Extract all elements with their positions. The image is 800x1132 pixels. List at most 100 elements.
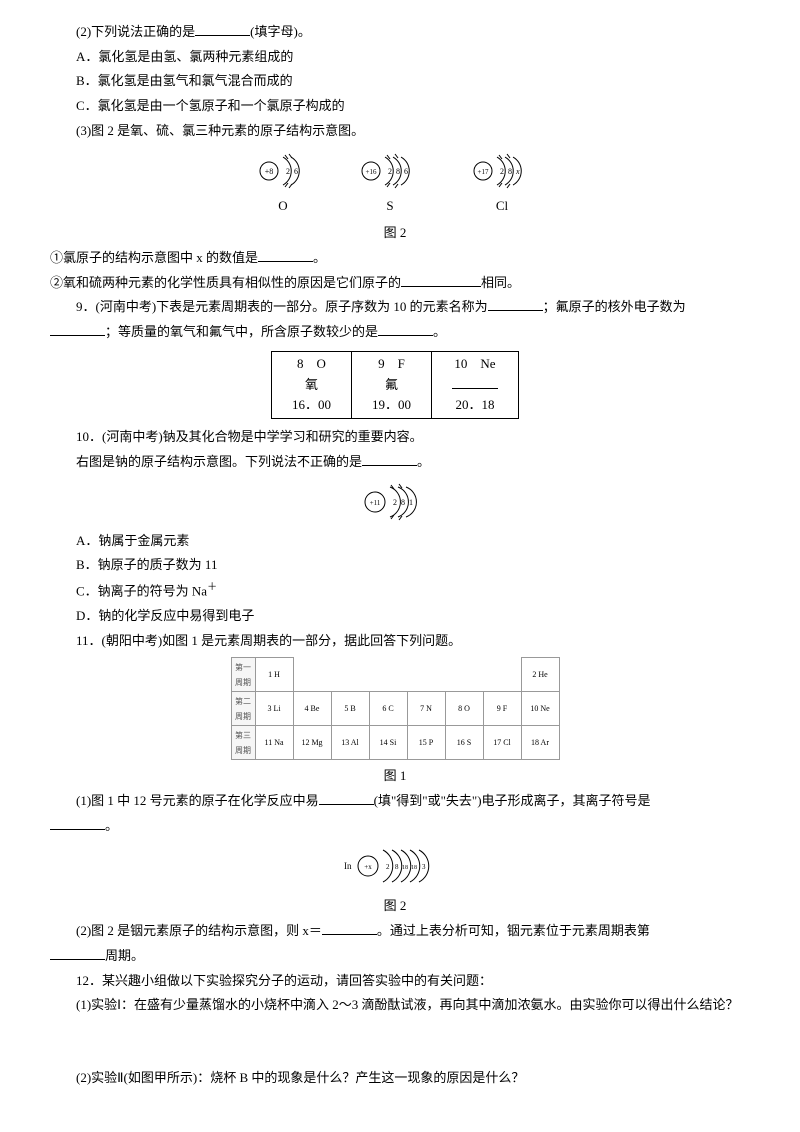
q11-p2-cont: 周期。: [50, 944, 740, 969]
text: 。: [417, 454, 430, 469]
svg-text:8: 8: [401, 498, 405, 507]
table-row: 第二周期 3 Li 4 Be 5 B 6 C 7 N 8 O 9 F 10 Ne: [231, 692, 559, 726]
blank[interactable]: [50, 946, 105, 960]
q8-optA: A．氯化氢是由氢、氯两种元素组成的: [50, 45, 740, 70]
table-row: 8O 氧 16．00 9F 氟 19．00 10Ne 20．18: [271, 351, 518, 419]
text: 周期。: [105, 948, 144, 963]
pt-cell: 17 Cl: [483, 726, 521, 760]
pt-cell: 6 C: [369, 692, 407, 726]
q11-lead: 11．(朝阳中考)如图 1 是元素周期表的一部分，据此回答下列问题。: [50, 629, 740, 654]
sym: Ne: [480, 356, 495, 371]
q10-optC: C．钠离子的符号为 Na＋: [50, 578, 740, 604]
blank[interactable]: [488, 297, 543, 311]
svg-text:1: 1: [409, 498, 413, 507]
blank[interactable]: [319, 791, 374, 805]
q11-p1-cont: 。: [50, 814, 740, 839]
svg-text:18: 18: [411, 865, 417, 871]
q10-optA: A．钠属于金属元素: [50, 529, 740, 554]
q10-optB: B．钠原子的质子数为 11: [50, 553, 740, 578]
sym: F: [398, 356, 405, 371]
text: (2)图 2 是铟元素原子的结构示意图，则 x＝: [76, 923, 322, 938]
svg-text:2: 2: [386, 863, 390, 871]
table-row: 第一周期 1 H 2 He: [231, 658, 559, 692]
blank[interactable]: [378, 322, 433, 336]
num: 8: [297, 356, 304, 371]
svg-text:+8: +8: [265, 167, 274, 176]
blank[interactable]: [50, 322, 105, 336]
atom-o-col: +8 2 6 O: [255, 151, 311, 219]
q11-fig2-caption: 图 2: [50, 894, 740, 919]
pt-cell: 5 B: [331, 692, 369, 726]
q11-p2: (2)图 2 是铟元素原子的结构示意图，则 x＝ 。通过上表分析可知，铟元素位于元…: [50, 919, 740, 944]
cell-f: 9F 氟 19．00: [352, 351, 432, 419]
blank[interactable]: [50, 815, 105, 829]
svg-text:3: 3: [422, 863, 426, 871]
q11-periodic-table: 第一周期 1 H 2 He 第二周期 3 Li 4 Be 5 B 6 C 7 N…: [50, 657, 740, 760]
q8-sub2: ②氧和硫两种元素的化学性质具有相似性的原因是它们原子的相同。: [50, 271, 740, 296]
svg-text:8: 8: [508, 167, 512, 176]
q11-fig1-caption: 图 1: [50, 764, 740, 789]
text: 相同。: [481, 275, 520, 290]
svg-text:8: 8: [396, 167, 400, 176]
atom-o-label: O: [278, 194, 287, 219]
svg-text:2: 2: [286, 167, 290, 176]
mass: 16．00: [292, 397, 331, 412]
num: 9: [378, 356, 385, 371]
text: ；氟原子的核外电子数为: [543, 299, 686, 314]
pt-cell: 1 H: [255, 658, 293, 692]
q11-in-atom-figure: In +x 2 8 18 18 3: [50, 844, 740, 888]
q8-part3: (3)图 2 是氧、硫、氯三种元素的原子结构示意图。: [50, 119, 740, 144]
atom-in-svg: In +x 2 8 18 18 3: [340, 844, 450, 888]
pt-cell: 12 Mg: [293, 726, 331, 760]
text: C．钠离子的符号为 Na: [76, 583, 207, 598]
blank[interactable]: [452, 374, 498, 388]
pt-cell: 14 Si: [369, 726, 407, 760]
atom-na-svg: +11 2 8 1: [360, 481, 430, 523]
pt-cell: 11 Na: [255, 726, 293, 760]
q8-optB: B．氯化氢是由氢气和氯气混合而成的: [50, 69, 740, 94]
mass: 19．00: [372, 397, 411, 412]
pt-cell: 8 O: [445, 692, 483, 726]
text: 。: [313, 250, 326, 265]
svg-text:x: x: [515, 167, 520, 176]
q12-p1: (1)实验Ⅰ：在盛有少量蒸馏水的小烧杯中滴入 2～3 滴酚酞试液，再向其中滴加浓…: [50, 993, 740, 1018]
svg-text:18: 18: [402, 865, 408, 871]
svg-text:+x: +x: [364, 863, 372, 871]
q8-optC: C．氯化氢是由一个氢原子和一个氯原子构成的: [50, 94, 740, 119]
q8-fig2-caption: 图 2: [50, 221, 740, 246]
text: (填"得到"或"失去")电子形成离子，其离子符号是: [374, 793, 651, 808]
atom-s-col: +16 2 8 6 S: [357, 151, 423, 219]
text: 。: [433, 324, 446, 339]
row-label: 第三周期: [231, 726, 255, 760]
name: 氧: [305, 377, 318, 392]
svg-text:In: In: [344, 861, 352, 871]
text: 。通过上表分析可知，铟元素位于元素周期表第: [377, 923, 650, 938]
sym: O: [317, 356, 326, 371]
q11-p1: (1)图 1 中 12 号元素的原子在化学反应中易(填"得到"或"失去")电子形…: [50, 789, 740, 814]
row-label: 第一周期: [231, 658, 255, 692]
atom-s-svg: +16 2 8 6: [357, 151, 423, 191]
table-row: 第三周期 11 Na 12 Mg 13 Al 14 Si 15 P 16 S 1…: [231, 726, 559, 760]
q8-sub1: ①氯原子的结构示意图中 x 的数值是。: [50, 246, 740, 271]
blank[interactable]: [258, 248, 313, 262]
blank[interactable]: [322, 921, 377, 935]
text: (2)下列说法正确的是: [76, 24, 195, 39]
atom-cl-col: +17 2 8 x Cl: [469, 151, 535, 219]
svg-text:8: 8: [395, 863, 399, 871]
q10-line2: 右图是钠的原子结构示意图。下列说法不正确的是。: [50, 450, 740, 475]
svg-text:2: 2: [393, 498, 397, 507]
atom-s-label: S: [386, 194, 393, 219]
answer-space: [50, 1018, 740, 1066]
pt-cell: 3 Li: [255, 692, 293, 726]
blank[interactable]: [362, 452, 417, 466]
pt-cell: 7 N: [407, 692, 445, 726]
blank[interactable]: [401, 272, 481, 286]
text: 。: [105, 818, 118, 833]
cell-ne: 10Ne 20．18: [432, 351, 519, 419]
blank[interactable]: [195, 22, 250, 36]
pt-cell: 10 Ne: [521, 692, 559, 726]
svg-text:2: 2: [388, 167, 392, 176]
atom-cl-svg: +17 2 8 x: [469, 151, 535, 191]
text: ；等质量的氧气和氟气中，所含原子数较少的是: [105, 324, 378, 339]
svg-text:+11: +11: [370, 499, 381, 507]
